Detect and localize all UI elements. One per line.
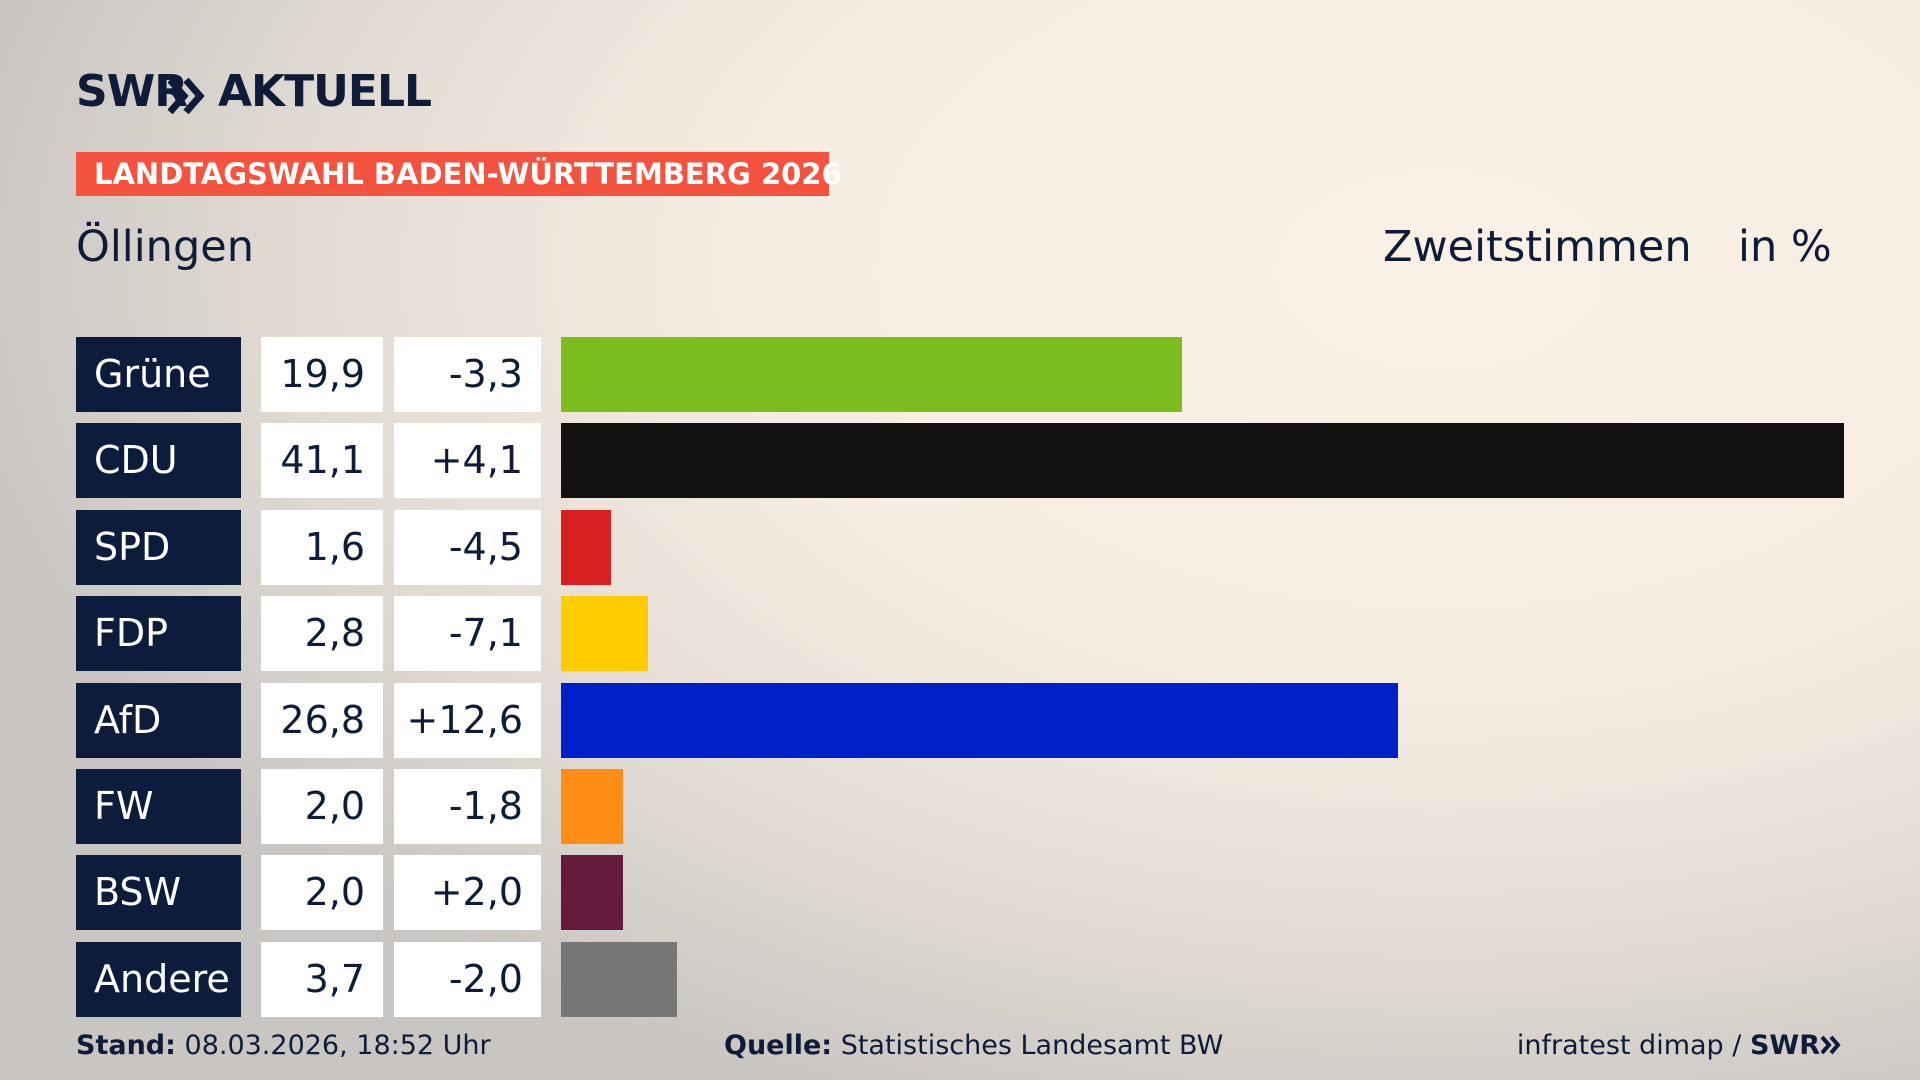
value-label: 2,0 [261,769,383,844]
credit-chevrons [1820,1035,1841,1055]
value-label: 2,8 [261,596,383,672]
bar [561,941,677,1017]
bar [561,769,624,844]
change-label: +2,0 [394,855,541,931]
party-label: Grüne [76,337,241,412]
credit-text: infratest dimap / [1516,1030,1742,1061]
party-label: CDU [76,423,241,499]
credit: infratest dimap / SWR [1517,1030,1844,1061]
logo-chevrons [168,78,205,114]
bar [561,509,611,585]
bar [561,855,624,931]
stand-value: 08.03.2026, 18:52 Uhr [184,1030,491,1061]
value-heading: Zweitstimmen [1383,222,1692,272]
change-label: -4,5 [394,509,541,585]
change-label: -7,1 [394,596,541,672]
bar [561,596,649,672]
change-label: -2,0 [394,941,541,1017]
change-label: +4,1 [394,423,541,499]
source-label: Quelle: [724,1030,833,1061]
party-label: FDP [76,596,241,672]
party-label: Andere [76,941,241,1017]
change-label: -1,8 [394,769,541,844]
value-label: 26,8 [261,682,383,758]
logo-aktuell: AKTUELL [218,66,432,117]
banner: LANDTAGSWAHL BADEN-WÜRTTEMBERG 2026 [76,152,842,196]
place-title: Öllingen [76,222,254,272]
source-value: Statistisches Landesamt BW [840,1030,1224,1061]
value-label: 3,7 [261,941,383,1017]
bar [561,423,1844,499]
value-label: 41,1 [261,423,383,499]
value-label: 19,9 [261,337,383,412]
credit-logo: SWR [1749,1030,1820,1061]
stand: Stand: 08.03.2026, 18:52 Uhr [76,1030,491,1061]
change-label: -3,3 [394,337,541,412]
change-label: +12,6 [394,682,541,758]
bar [561,337,1183,412]
party-label: BSW [76,855,241,931]
party-label: SPD [76,509,241,585]
party-label: AfD [76,682,241,758]
value-label: 2,0 [261,855,383,931]
party-label: FW [76,769,241,844]
unit-heading: in % [1738,222,1832,272]
value-label: 1,6 [261,509,383,585]
bar [561,682,1398,758]
stand-label: Stand: [76,1030,176,1061]
source: Quelle: Statistisches Landesamt BW [724,1030,1223,1061]
